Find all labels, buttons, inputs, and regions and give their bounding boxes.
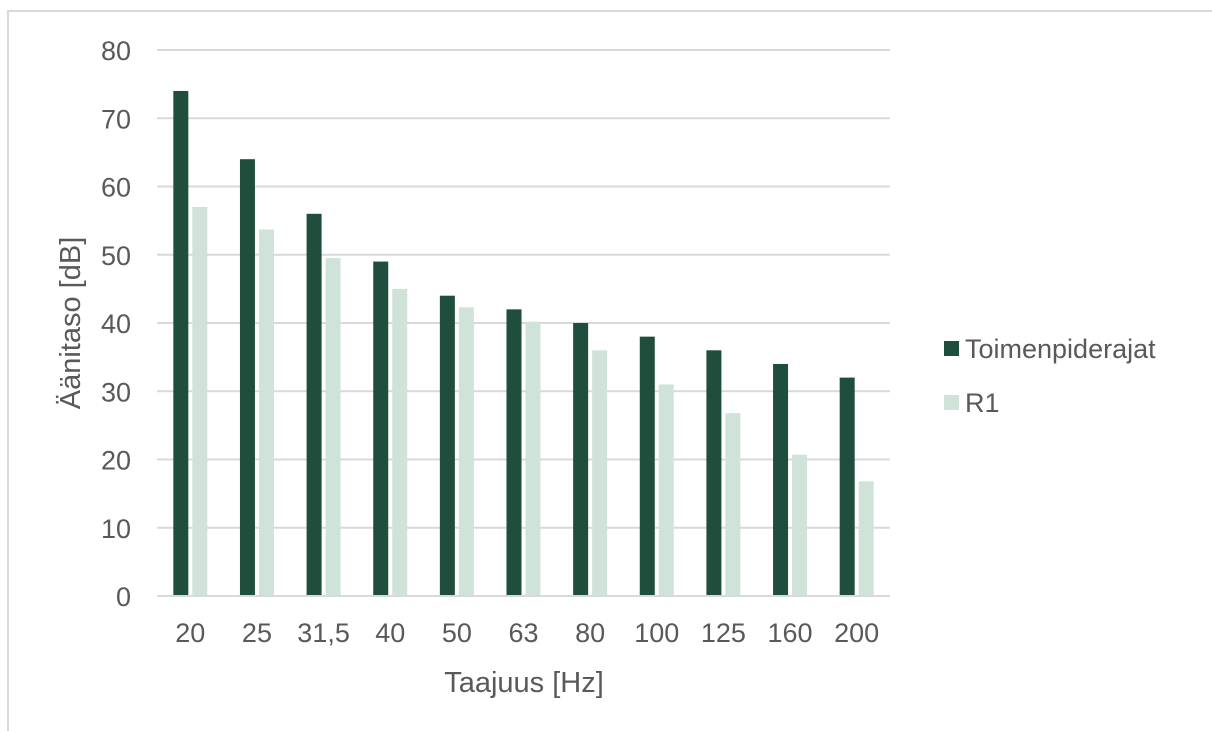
y-tick-labels: 0 10 20 30 40 50 60 70 80: [101, 36, 131, 612]
y-tick-label: 20: [101, 446, 131, 476]
y-tick-label: 10: [101, 514, 131, 544]
x-tick-label: 200: [834, 618, 879, 648]
x-tick-label: 125: [701, 618, 746, 648]
legend-swatch: [944, 395, 959, 410]
legend-label: R1: [965, 388, 1000, 418]
gridlines: [157, 49, 890, 529]
x-tick-label: 80: [575, 618, 605, 648]
bar-toimenpiderajat: [573, 323, 589, 596]
bar-r1: [858, 481, 874, 596]
bar-toimenpiderajat: [506, 309, 522, 596]
bar-r1: [792, 454, 808, 596]
bar-r1: [725, 413, 741, 596]
bar-r1: [592, 350, 608, 596]
legend: Toimenpiderajat R1: [944, 334, 1156, 418]
y-tick-label: 70: [101, 104, 131, 134]
chart-frame: [7, 10, 1212, 731]
x-tick-label: 20: [175, 618, 205, 648]
bar-toimenpiderajat: [306, 213, 322, 597]
y-tick-label: 60: [101, 173, 131, 203]
y-tick-label: 0: [116, 582, 131, 612]
y-tick-label: 30: [101, 377, 131, 407]
bar-toimenpiderajat: [173, 90, 189, 596]
bar-toimenpiderajat: [239, 159, 255, 596]
y-tick-label: 80: [101, 36, 131, 66]
legend-label: Toimenpiderajat: [965, 334, 1156, 364]
bar-toimenpiderajat: [373, 261, 389, 596]
y-axis-title: Äänitaso [dB]: [55, 237, 87, 410]
bar-toimenpiderajat: [706, 350, 722, 596]
bar-r1: [658, 384, 674, 596]
bar-toimenpiderajat: [439, 295, 455, 596]
x-tick-labels: 20 25 31,5 40 50 63 80 100 125 160 200: [175, 618, 879, 648]
bar-r1: [325, 258, 341, 596]
x-axis-title: Taajuus [Hz]: [444, 667, 604, 699]
bars: [173, 90, 874, 597]
y-tick-label: 50: [101, 241, 131, 271]
bar-r1: [392, 288, 408, 596]
x-tick-label: 63: [508, 618, 538, 648]
x-tick-label: 160: [768, 618, 813, 648]
legend-swatch: [944, 341, 959, 356]
bar-r1: [458, 307, 474, 596]
x-tick-label: 31,5: [297, 618, 350, 648]
bar-r1: [525, 321, 541, 596]
x-tick-label: 40: [375, 618, 405, 648]
bar-toimenpiderajat: [639, 336, 655, 596]
bar-toimenpiderajat: [773, 363, 789, 596]
bar-r1: [192, 206, 208, 596]
y-tick-label: 40: [101, 309, 131, 339]
x-tick-label: 100: [634, 618, 679, 648]
x-tick-label: 25: [242, 618, 272, 648]
bar-toimenpiderajat: [839, 377, 855, 596]
bar-r1: [258, 229, 274, 596]
x-tick-label: 50: [442, 618, 472, 648]
